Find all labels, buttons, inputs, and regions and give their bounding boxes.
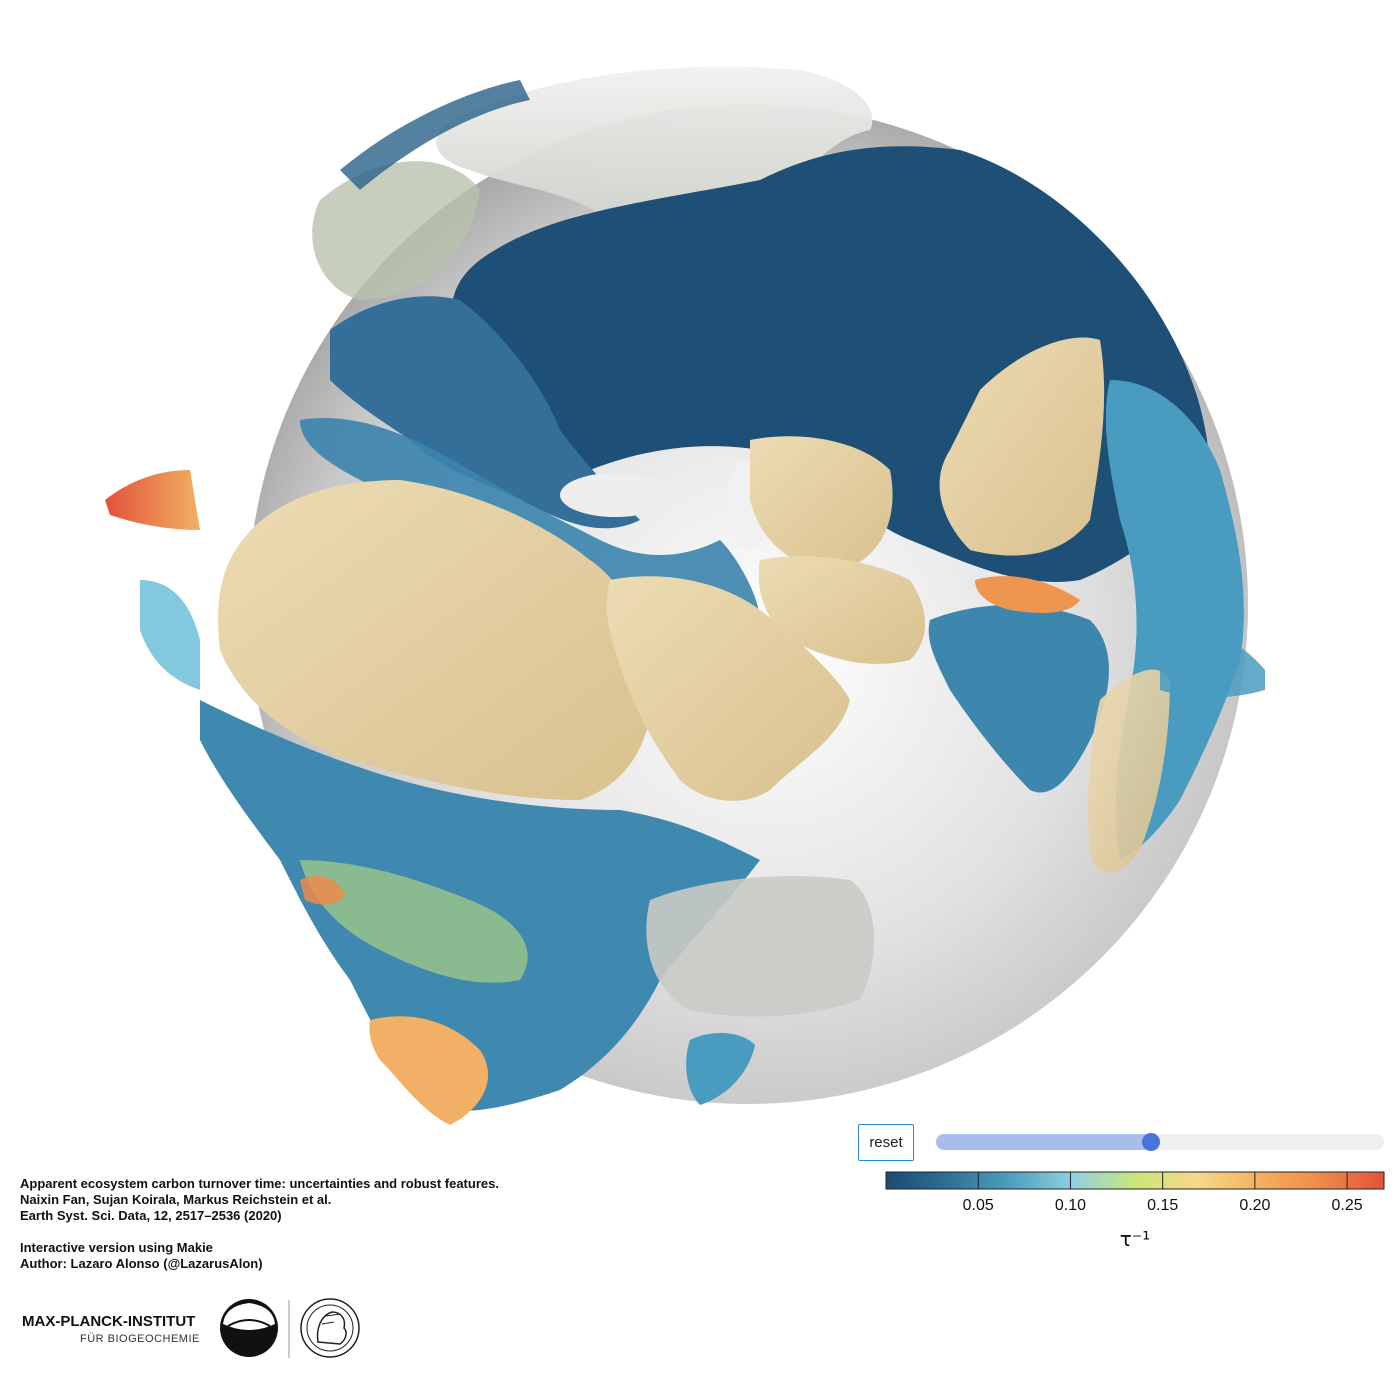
black-sea bbox=[560, 473, 670, 517]
australia-desert bbox=[1088, 669, 1170, 873]
colorbar-label: τ⁻¹ bbox=[1120, 1227, 1151, 1250]
half-disc-emblem-icon bbox=[220, 1299, 278, 1357]
colorbar-tick-label: 0.05 bbox=[963, 1197, 994, 1214]
south-africa-hot bbox=[369, 1016, 489, 1125]
logo-name-line2: FÜR BIOGEOCHEMIE bbox=[80, 1333, 200, 1345]
colorbar: 0.05 0.10 0.15 0.20 0.25 τ⁻¹ bbox=[885, 1171, 1385, 1250]
time-slider[interactable] bbox=[936, 1133, 1384, 1151]
colorbar-tick-label: 0.15 bbox=[1147, 1197, 1178, 1214]
east-edge-bars bbox=[1160, 620, 1265, 698]
colorbar-tick-label: 0.10 bbox=[1055, 1197, 1086, 1214]
europe-carbon bbox=[330, 296, 640, 529]
mediterranean-carbon bbox=[300, 418, 760, 620]
west-africa-hot bbox=[300, 875, 345, 905]
colorbar-tick-label: 0.20 bbox=[1239, 1197, 1270, 1214]
colorbar-tick-label: 0.25 bbox=[1332, 1197, 1363, 1214]
sahara-desert bbox=[218, 480, 653, 800]
north-rim-bars bbox=[340, 80, 530, 190]
credits-journal: Earth Syst. Sci. Data, 12, 2517–2536 (20… bbox=[20, 1208, 282, 1223]
colorbar-ticks: 0.05 0.10 0.15 0.20 0.25 bbox=[963, 1172, 1363, 1214]
credits-title: Apparent ecosystem carbon turnover time:… bbox=[20, 1176, 499, 1191]
slider-knob[interactable] bbox=[1142, 1133, 1161, 1151]
credits: Apparent ecosystem carbon turnover time:… bbox=[20, 1176, 499, 1272]
credits-author: Author: Lazaro Alonso (@LazarusAlon) bbox=[20, 1256, 263, 1271]
madagascar-carbon bbox=[686, 1033, 755, 1105]
west-edge-hot-bars bbox=[105, 470, 200, 530]
institute-logo: MAX-PLANCK-INSTITUT FÜR BIOGEOCHEMIE bbox=[22, 1298, 360, 1358]
minerva-seal-icon bbox=[300, 1298, 360, 1358]
himalaya-hot bbox=[975, 576, 1080, 613]
arabian-peninsula bbox=[606, 576, 850, 801]
mongolia-desert bbox=[939, 337, 1105, 556]
globe-scene[interactable] bbox=[0, 0, 1400, 1140]
iran-plateau bbox=[758, 556, 925, 664]
africa-savanna-green bbox=[300, 860, 528, 983]
central-asia-desert bbox=[750, 436, 893, 570]
south-asia-carbon bbox=[928, 605, 1109, 793]
colorbar-gradient bbox=[885, 1171, 1385, 1190]
west-edge-cool-bars bbox=[140, 580, 200, 690]
slider-fill bbox=[936, 1134, 1152, 1150]
southern-terrain bbox=[646, 876, 874, 1017]
credits-authors: Naixin Fan, Sujan Koirala, Markus Reichs… bbox=[20, 1192, 332, 1207]
greenland bbox=[312, 161, 480, 300]
credits-makie: Interactive version using Makie bbox=[20, 1240, 213, 1255]
reset-button[interactable]: reset bbox=[858, 1124, 914, 1161]
logo-name-line1: MAX-PLANCK-INSTITUT bbox=[22, 1313, 195, 1330]
